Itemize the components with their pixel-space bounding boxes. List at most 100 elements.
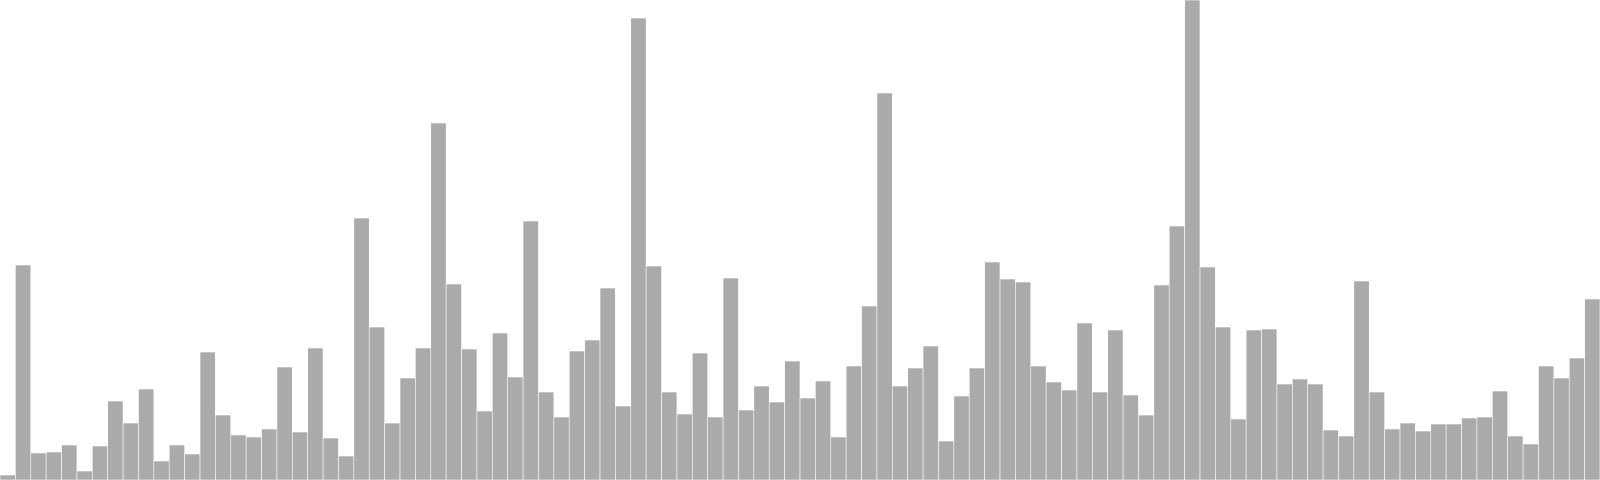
bar-8 bbox=[122, 422, 139, 480]
bar-30 bbox=[461, 348, 478, 480]
bar-55 bbox=[845, 365, 862, 480]
bar-92 bbox=[1415, 430, 1432, 480]
bar-62 bbox=[953, 395, 970, 480]
bar-32 bbox=[492, 332, 508, 480]
bar-69 bbox=[1061, 389, 1078, 480]
bar-25 bbox=[384, 422, 401, 480]
bar-85 bbox=[1307, 383, 1324, 480]
bar-33 bbox=[507, 376, 524, 480]
bar-64 bbox=[984, 261, 1001, 480]
bar-10 bbox=[153, 460, 170, 480]
bar-53 bbox=[815, 380, 832, 480]
bar-71 bbox=[1092, 391, 1108, 480]
bar-58 bbox=[892, 385, 908, 480]
bar-2 bbox=[30, 452, 47, 480]
bar-41 bbox=[630, 17, 647, 480]
bar-84 bbox=[1292, 378, 1308, 480]
bar-63 bbox=[968, 367, 985, 480]
bar-81 bbox=[1245, 329, 1262, 480]
bar-18 bbox=[276, 366, 293, 480]
bar-5 bbox=[76, 470, 93, 480]
bar-22 bbox=[338, 455, 355, 480]
bar-91 bbox=[1399, 422, 1416, 480]
bar-47 bbox=[722, 277, 739, 480]
bar-31 bbox=[476, 410, 493, 480]
bar-20 bbox=[307, 347, 324, 480]
bar-61 bbox=[938, 440, 955, 480]
bar-4 bbox=[61, 444, 78, 480]
bar-0 bbox=[0, 474, 16, 480]
bar-95 bbox=[1461, 417, 1478, 480]
bar-87 bbox=[1338, 435, 1355, 480]
bar-11 bbox=[168, 444, 185, 480]
bar-15 bbox=[230, 434, 247, 480]
bar-97 bbox=[1492, 390, 1508, 480]
bar-3 bbox=[45, 451, 62, 480]
bar-72 bbox=[1107, 329, 1124, 480]
bar-89 bbox=[1368, 391, 1385, 480]
bar-90 bbox=[1384, 428, 1401, 480]
bar-100 bbox=[1538, 365, 1555, 480]
bar-44 bbox=[676, 413, 693, 480]
bar-99 bbox=[1522, 443, 1539, 480]
bar-50 bbox=[768, 401, 785, 480]
bar-45 bbox=[692, 352, 708, 480]
bar-78 bbox=[1199, 266, 1216, 480]
bar-59 bbox=[907, 367, 924, 480]
bar-23 bbox=[353, 217, 370, 480]
bar-94 bbox=[1445, 423, 1462, 480]
bar-39 bbox=[599, 287, 616, 480]
bar-86 bbox=[1322, 429, 1339, 480]
bar-102 bbox=[1568, 357, 1585, 480]
bar-83 bbox=[1276, 383, 1293, 480]
bar-103 bbox=[1584, 298, 1600, 480]
bar-54 bbox=[830, 436, 847, 480]
bar-68 bbox=[1045, 381, 1062, 480]
bar-70 bbox=[1076, 322, 1093, 480]
bar-56 bbox=[861, 305, 878, 480]
bar-28 bbox=[430, 122, 447, 480]
bar-51 bbox=[784, 360, 801, 480]
bar-43 bbox=[661, 391, 678, 480]
bar-7 bbox=[107, 400, 124, 480]
bar-19 bbox=[292, 431, 308, 480]
bar-93 bbox=[1430, 423, 1447, 480]
bar-29 bbox=[445, 283, 462, 480]
bar-80 bbox=[1230, 418, 1247, 480]
bar-65 bbox=[999, 278, 1016, 480]
bar-35 bbox=[538, 391, 555, 480]
bar-52 bbox=[799, 397, 816, 480]
bar-17 bbox=[261, 428, 278, 480]
bar-101 bbox=[1553, 377, 1570, 480]
bar-96 bbox=[1476, 416, 1493, 480]
bar-98 bbox=[1507, 435, 1524, 480]
bar-16 bbox=[245, 436, 262, 480]
bar-37 bbox=[568, 350, 585, 480]
bar-27 bbox=[415, 347, 432, 480]
bar-21 bbox=[322, 437, 339, 480]
bar-66 bbox=[1015, 281, 1032, 480]
bar-6 bbox=[92, 445, 108, 480]
bar-42 bbox=[645, 265, 662, 480]
bar-46 bbox=[707, 416, 724, 480]
bar-12 bbox=[184, 453, 201, 480]
bar-88 bbox=[1353, 280, 1370, 480]
bar-57 bbox=[876, 92, 893, 480]
bar-60 bbox=[922, 345, 939, 480]
bar-24 bbox=[368, 326, 385, 480]
bar-77 bbox=[1184, 0, 1201, 480]
bar-76 bbox=[1168, 225, 1185, 480]
bar-9 bbox=[138, 388, 155, 480]
bar-1 bbox=[15, 264, 32, 480]
bar-73 bbox=[1122, 394, 1139, 480]
bar-49 bbox=[753, 385, 770, 480]
bar-26 bbox=[399, 377, 416, 480]
bar-48 bbox=[738, 409, 755, 480]
bar-14 bbox=[215, 414, 232, 480]
bar-74 bbox=[1138, 414, 1155, 480]
bar-75 bbox=[1153, 284, 1170, 480]
bar-82 bbox=[1261, 328, 1278, 480]
bar-36 bbox=[553, 416, 570, 480]
